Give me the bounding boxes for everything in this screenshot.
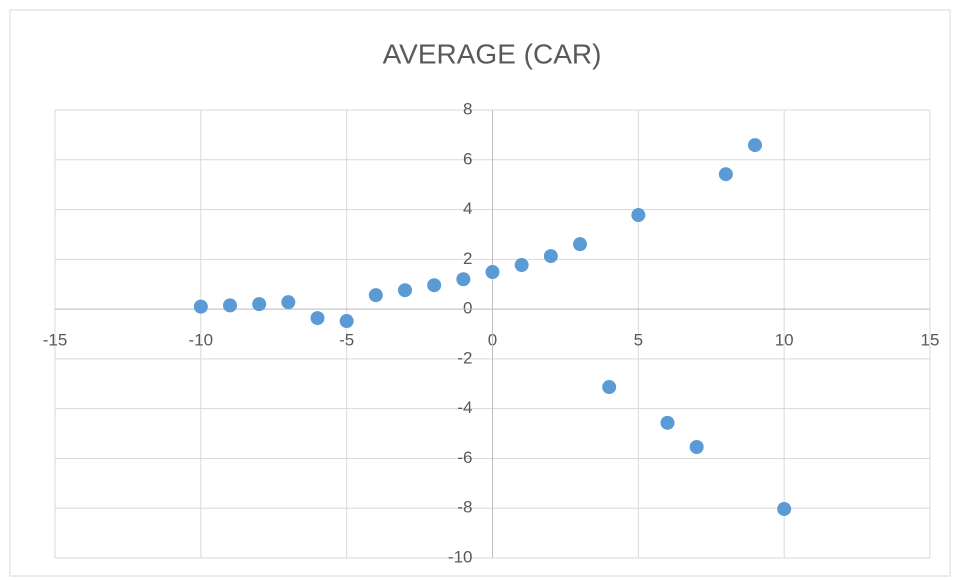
y-tick-label: -6 bbox=[457, 448, 472, 467]
x-tick-label: 15 bbox=[921, 331, 940, 350]
point bbox=[310, 311, 325, 326]
x-tick-label: -15 bbox=[43, 331, 68, 350]
point bbox=[223, 298, 237, 313]
point bbox=[485, 265, 500, 280]
point bbox=[427, 278, 442, 293]
y-tick-label: -4 bbox=[457, 398, 472, 417]
point bbox=[602, 380, 617, 395]
point bbox=[573, 237, 587, 252]
y-tick-label: 8 bbox=[463, 99, 472, 118]
y-tick-label: 2 bbox=[463, 249, 472, 268]
y-tick-label: -8 bbox=[457, 498, 472, 517]
chart-title: AVERAGE (CAR) bbox=[383, 38, 602, 69]
x-tick-label: -10 bbox=[189, 331, 214, 350]
x-tick-label: 10 bbox=[775, 331, 794, 350]
point bbox=[252, 297, 267, 312]
point bbox=[514, 258, 529, 273]
x-tick-label: 5 bbox=[634, 331, 643, 350]
point bbox=[339, 314, 354, 329]
point bbox=[748, 138, 762, 153]
x-tick-label: -5 bbox=[339, 331, 354, 350]
point bbox=[631, 208, 646, 223]
point bbox=[543, 249, 558, 264]
point bbox=[398, 283, 412, 298]
point bbox=[456, 272, 471, 287]
y-tick-label: 0 bbox=[463, 299, 472, 318]
y-tick-label: -2 bbox=[457, 348, 472, 367]
point bbox=[368, 288, 383, 303]
point bbox=[777, 501, 792, 516]
y-tick-label: 4 bbox=[463, 199, 472, 218]
y-tick-label: -10 bbox=[448, 547, 473, 566]
y-tick-label: 6 bbox=[463, 149, 472, 168]
point bbox=[660, 415, 675, 430]
point bbox=[193, 299, 208, 314]
point bbox=[718, 167, 733, 182]
point bbox=[689, 439, 704, 454]
chart-border bbox=[9, 9, 951, 577]
point bbox=[281, 295, 296, 310]
